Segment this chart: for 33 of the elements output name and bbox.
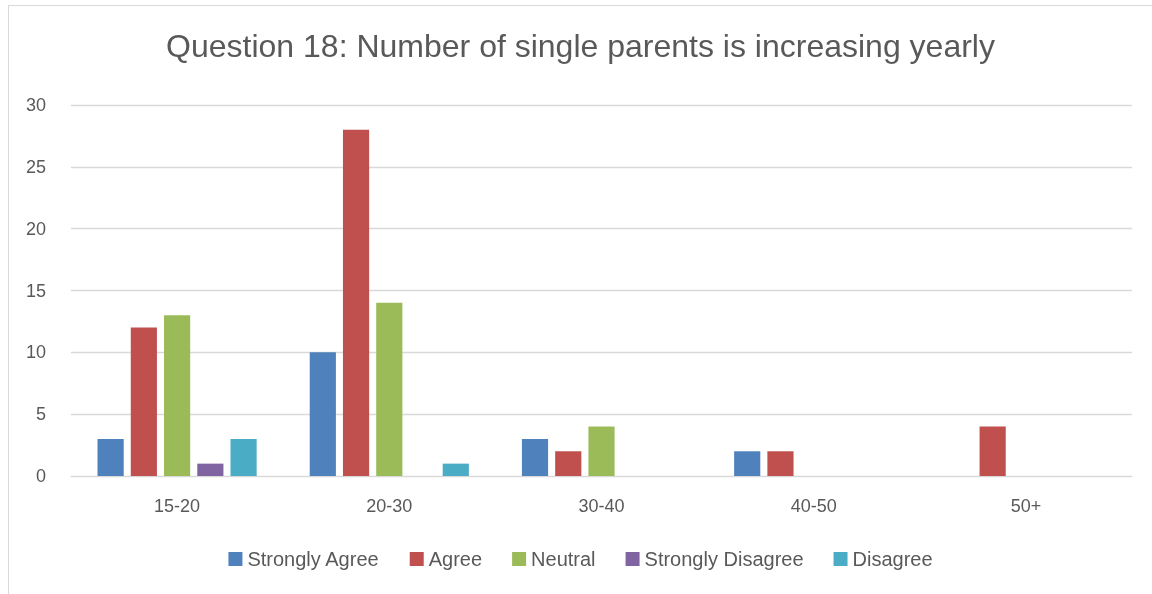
y-tick-label: 25 [25,156,46,177]
bar [164,315,191,476]
y-tick-label: 5 [35,404,46,425]
y-tick-label: 15 [25,280,46,301]
y-tick-label: 10 [25,342,46,363]
bar [97,438,124,476]
bar [734,451,761,476]
bar [342,129,370,476]
x-tick-label: 30-40 [578,496,625,516]
legend-label: Strongly Agree [247,548,379,570]
bar [588,426,615,476]
legend-label: Neutral [531,548,596,570]
bar [130,327,157,476]
x-tick-label: 50+ [1010,496,1042,516]
bar [555,451,582,476]
y-tick-label: 20 [25,218,46,239]
x-tick-label: 20-30 [366,496,413,516]
chart-title: Question 18: Number of single parents is increasing yearly [166,28,995,64]
x-tick-label: 40-50 [790,496,837,516]
legend-label: Strongly Disagree [644,548,804,570]
bar [376,302,403,476]
bar [767,451,794,476]
legend-label: Disagree [852,548,933,570]
bar [979,426,1006,476]
y-tick-label: 0 [35,466,46,486]
bar [309,352,336,476]
bar [521,438,549,476]
bar [230,438,257,476]
x-tick-label: 15-20 [154,496,201,516]
bar [197,463,224,476]
bar [442,463,469,476]
y-tick-label: 30 [25,95,46,115]
legend-label: Agree [428,548,483,570]
